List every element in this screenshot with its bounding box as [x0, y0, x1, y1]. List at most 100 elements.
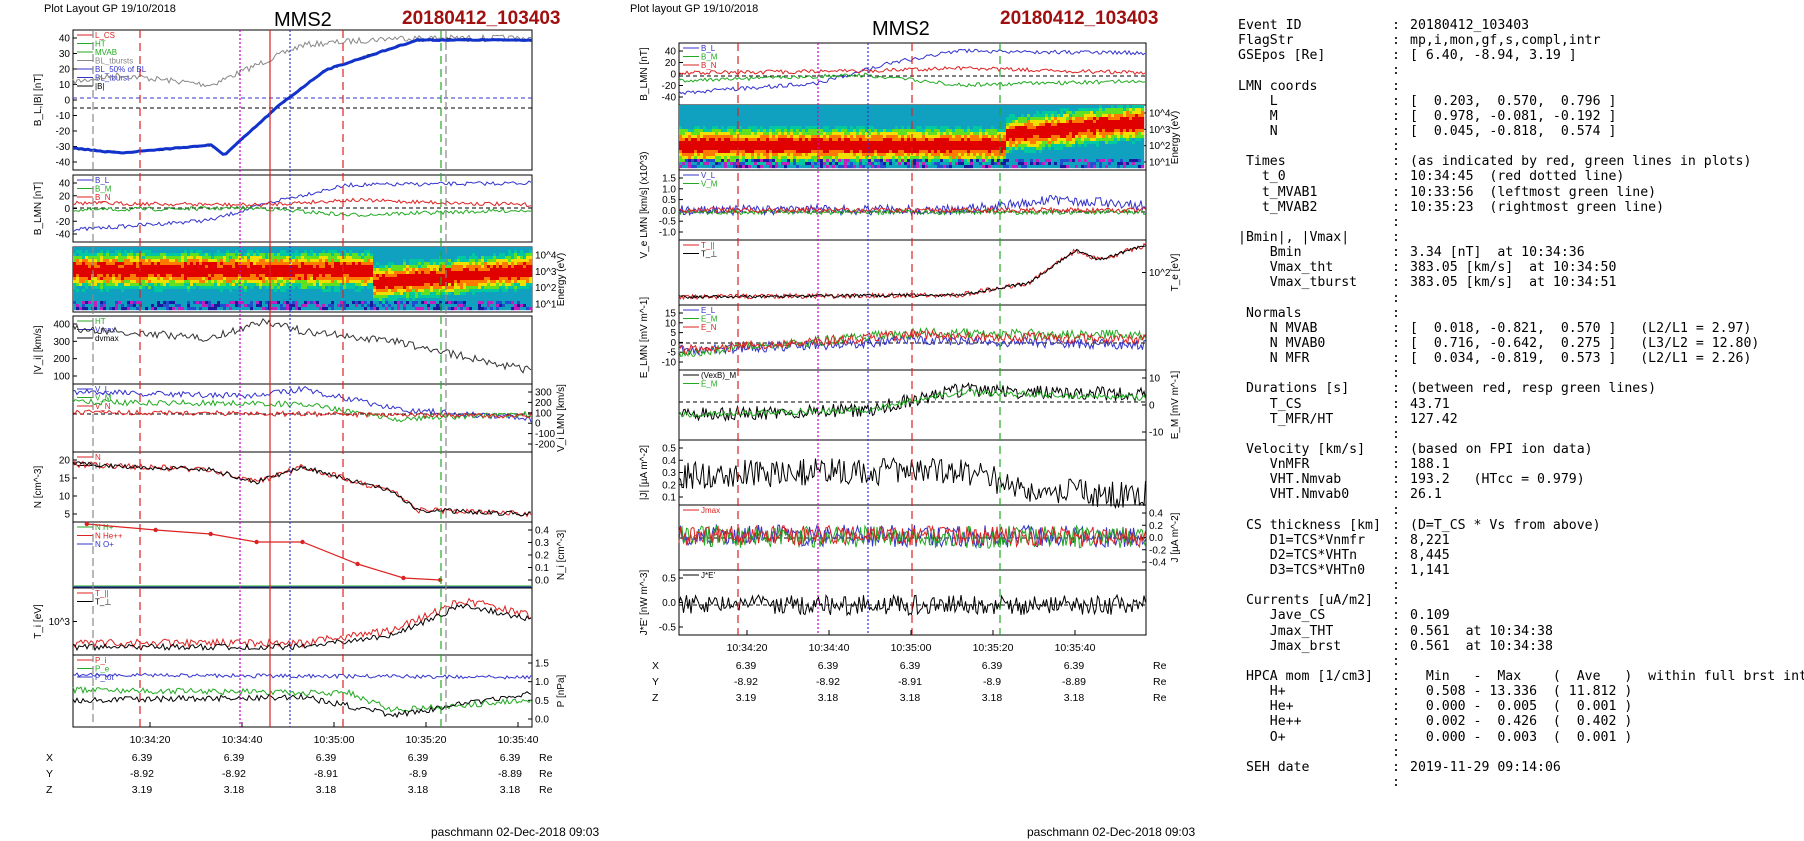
spectrogram-cell — [823, 114, 827, 118]
left-panel-frame — [72, 315, 533, 385]
spectrogram-cell — [472, 247, 476, 251]
spectrogram-cell — [868, 123, 872, 127]
spectrogram-cell — [331, 292, 335, 296]
spectrogram-cell — [703, 129, 707, 133]
spectrogram-cell — [364, 265, 368, 269]
spectrogram-cell — [388, 271, 392, 275]
spectrogram-cell — [403, 271, 407, 275]
spectrogram-cell — [520, 289, 524, 293]
spectrogram-cell — [856, 108, 860, 112]
spectrogram-cell — [871, 120, 875, 124]
spectrogram-cell — [367, 298, 371, 302]
spectrogram-cell — [151, 304, 155, 308]
spectrogram-cell — [133, 271, 137, 275]
spectrogram-cell — [895, 105, 899, 109]
spectrogram-cell — [523, 277, 527, 281]
spectrogram-cell — [115, 283, 119, 287]
spectrogram-cell — [244, 295, 248, 299]
spectrogram-cell — [415, 259, 419, 263]
spectrogram-cell — [478, 268, 482, 272]
spectrogram-cell — [430, 247, 434, 251]
spectrogram-cell — [196, 250, 200, 254]
spectrogram-cell — [337, 298, 341, 302]
spectrogram-cell — [121, 295, 125, 299]
spectrogram-cell — [685, 144, 689, 148]
spectrogram-cell — [355, 256, 359, 260]
spectrogram-cell — [88, 271, 92, 275]
spectrogram-cell — [889, 135, 893, 139]
spectrogram-cell — [487, 307, 491, 311]
spectrogram-cell — [778, 114, 782, 118]
spectrogram-cell — [460, 301, 464, 305]
spectrogram-cell — [733, 156, 737, 160]
spectrogram-cell — [880, 156, 884, 160]
spectrogram-cell — [313, 268, 317, 272]
spectrogram-cell — [325, 298, 329, 302]
spectrogram-cell — [700, 156, 704, 160]
spectrogram-cell — [697, 150, 701, 154]
spectrogram-cell — [853, 144, 857, 148]
spectrogram-cell — [244, 280, 248, 284]
spectrogram-cell — [895, 108, 899, 112]
spectrogram-cell — [682, 126, 686, 130]
spectrogram-cell — [769, 165, 773, 169]
spectrogram-cell — [715, 135, 719, 139]
y-tick-label: 400 — [53, 320, 70, 331]
spectrogram-cell — [364, 301, 368, 305]
spectrogram-cell — [490, 262, 494, 266]
spectrogram-cell — [493, 301, 497, 305]
spectrogram-cell — [358, 268, 362, 272]
spectrogram-cell — [85, 256, 89, 260]
spectrogram-cell — [391, 295, 395, 299]
spectrogram-cell — [124, 292, 128, 296]
spectrogram-cell — [490, 304, 494, 308]
spectrogram-cell — [742, 117, 746, 121]
spectrogram-cell — [835, 114, 839, 118]
spectrogram-cell — [343, 259, 347, 263]
spectrogram-cell — [874, 108, 878, 112]
spectrogram-cell — [373, 277, 377, 281]
spectrogram-cell — [850, 153, 854, 157]
y-tick-label: -10 — [56, 111, 71, 122]
spectrogram-cell — [724, 159, 728, 163]
spectrogram-cell — [202, 247, 206, 251]
spectrogram-cell — [490, 295, 494, 299]
spectrogram-cell — [91, 268, 95, 272]
spectrogram-cell — [754, 156, 758, 160]
spectrogram-cell — [259, 268, 263, 272]
spectrogram-cell — [817, 129, 821, 133]
spectrogram-cell — [718, 129, 722, 133]
spectrogram-cell — [235, 265, 239, 269]
spectrogram-cell — [301, 265, 305, 269]
spectrogram-cell — [385, 280, 389, 284]
spectrogram-cell — [700, 123, 704, 127]
spectrogram-cell — [148, 277, 152, 281]
spectrogram-cell — [94, 268, 98, 272]
spectrogram-cell — [883, 132, 887, 136]
spectrogram-cell — [238, 271, 242, 275]
spectrogram-cell — [457, 283, 461, 287]
spectrogram-cell — [172, 298, 176, 302]
spectrogram-cell — [286, 280, 290, 284]
spectrogram-cell — [679, 150, 683, 154]
spectrogram-cell — [814, 138, 818, 142]
spectrogram-cell — [895, 117, 899, 121]
spectrogram-cell — [193, 289, 197, 293]
spectrogram-cell — [322, 295, 326, 299]
spectrogram-cell — [760, 117, 764, 121]
spectrogram-cell — [220, 271, 224, 275]
spectrogram-cell — [775, 117, 779, 121]
spectrogram-cell — [337, 253, 341, 257]
spectrogram-cell — [523, 307, 527, 311]
spectrogram-cell — [769, 129, 773, 133]
spectrogram-cell — [790, 132, 794, 136]
spectrogram-cell — [748, 111, 752, 115]
spectrogram-cell — [472, 301, 476, 305]
spectrogram-cell — [328, 259, 332, 263]
spectrogram-cell — [397, 262, 401, 266]
spectrogram-cell — [88, 262, 92, 266]
spectrogram-cell — [253, 271, 257, 275]
spectrogram-cell — [874, 156, 878, 160]
spectrogram-cell — [337, 292, 341, 296]
spectrogram-cell — [211, 307, 215, 311]
